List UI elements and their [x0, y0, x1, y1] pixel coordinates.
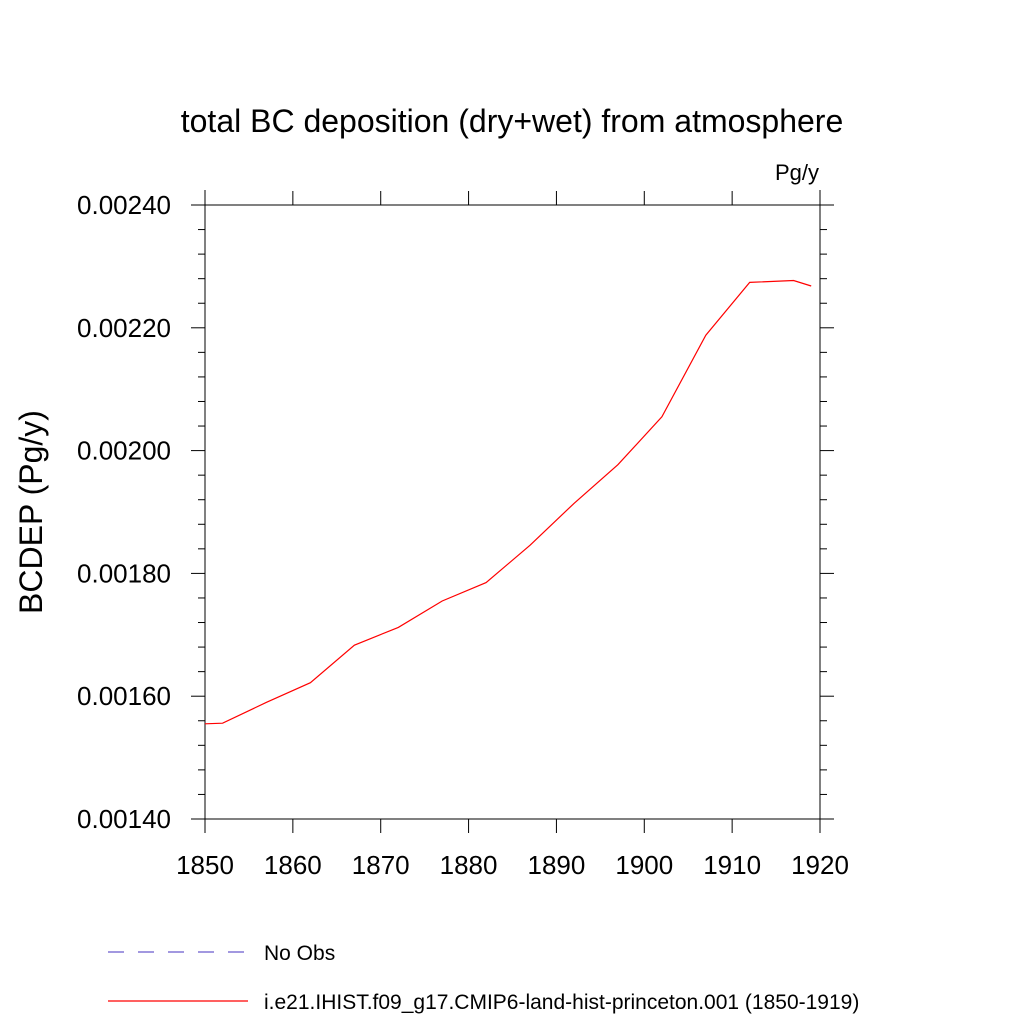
units-label: Pg/y	[775, 160, 819, 185]
legend-label: i.e21.IHIST.f09_g17.CMIP6-land-hist-prin…	[264, 991, 859, 1014]
x-tick-label: 1900	[615, 850, 673, 880]
legend-label: No Obs	[264, 942, 335, 965]
y-tick-label: 0.00200	[77, 436, 171, 466]
x-tick-label: 1910	[703, 850, 761, 880]
y-tick-label: 0.00180	[77, 558, 171, 588]
series-line	[204, 279, 812, 725]
x-tick-label: 1870	[352, 850, 410, 880]
y-tick-label: 0.00140	[77, 804, 171, 834]
y-tick-label: 0.00220	[77, 313, 171, 343]
y-tick-label: 0.00160	[77, 681, 171, 711]
x-tick-label: 1850	[176, 850, 234, 880]
x-tick-label: 1880	[440, 850, 498, 880]
x-tick-label: 1890	[528, 850, 586, 880]
x-tick-label: 1860	[264, 850, 322, 880]
chart-title: total BC deposition (dry+wet) from atmos…	[181, 103, 844, 139]
y-tick-label: 0.00240	[77, 190, 171, 220]
y-axis-label: BCDEP (Pg/y)	[13, 410, 49, 614]
x-tick-label: 1920	[791, 850, 849, 880]
